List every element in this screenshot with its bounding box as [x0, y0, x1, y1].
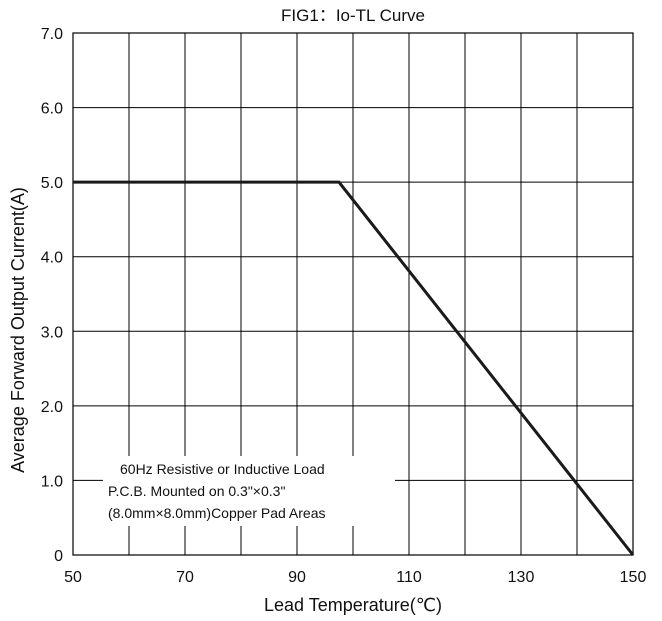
x-tick-label: 150: [620, 569, 647, 586]
y-tick-label: 4.0: [41, 250, 63, 267]
y-axis-label: Average Forward Output Current(A): [8, 187, 28, 473]
chart-title: FIG1：Io-TL Curve: [281, 6, 425, 25]
annotation-line: P.C.B. Mounted on 0.3"×0.3": [108, 483, 285, 499]
y-tick-label: 1.0: [41, 473, 63, 490]
y-tick-label: 3.0: [41, 324, 63, 341]
y-tick-label: 2.0: [41, 399, 63, 416]
ticks: 50 70 90 110 130 150 0 1.0 2.0 3.0 4.0 5.0 6.0 7.0: [41, 26, 647, 586]
annotation-box: [103, 456, 395, 526]
series-line: [73, 180, 635, 556]
x-tick-label: 50: [64, 569, 82, 586]
x-tick-label: 90: [288, 569, 306, 586]
annotation-line: 60Hz Resistive or Inductive Load: [120, 461, 325, 477]
x-tick-label: 130: [508, 569, 535, 586]
annotation-line: (8.0mm×8.0mm)Copper Pad Areas: [108, 505, 325, 521]
annotation: 60Hz Resistive or Inductive Load P.C.B. M…: [108, 461, 325, 521]
y-tick-label: 0: [54, 548, 63, 565]
x-axis-label: Lead Temperature(℃): [264, 595, 442, 615]
x-tick-label: 110: [396, 569, 422, 586]
x-tick-label: 70: [176, 569, 194, 586]
y-tick-label: 6.0: [41, 101, 63, 118]
y-tick-label: 7.0: [41, 26, 63, 43]
plot-frame: [72, 32, 634, 556]
y-tick-label: 5.0: [41, 175, 63, 192]
series: [73, 180, 635, 556]
